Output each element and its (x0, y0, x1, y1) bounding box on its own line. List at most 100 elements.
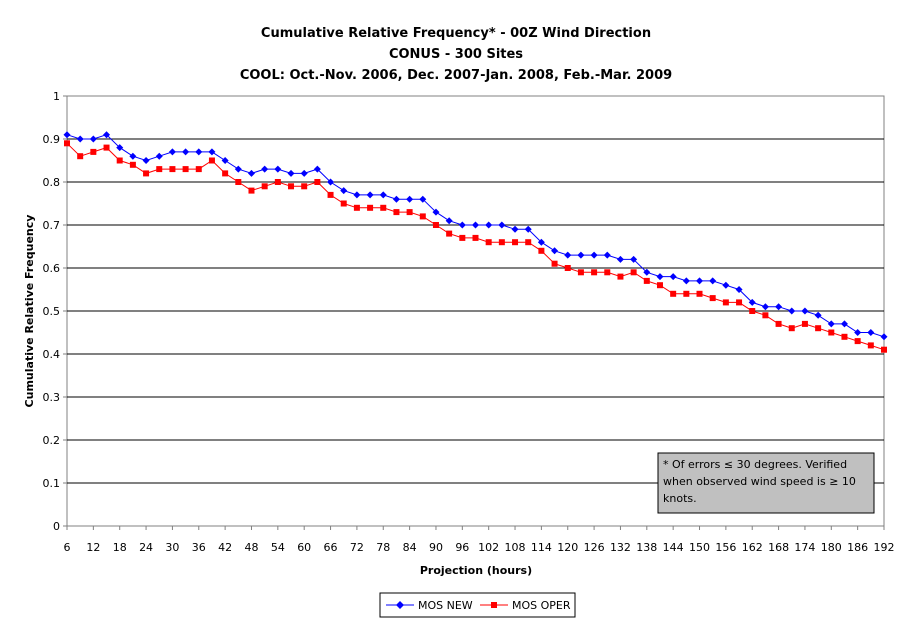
data-point (129, 152, 137, 160)
data-point (603, 251, 611, 259)
data-point (327, 178, 335, 186)
data-point (379, 191, 387, 199)
data-point (221, 157, 229, 164)
data-point (222, 170, 229, 177)
x-tick-label: 120 (557, 541, 578, 554)
data-point (775, 320, 782, 327)
x-tick-label: 132 (610, 541, 631, 554)
data-point (643, 268, 651, 276)
y-axis-label: Cumulative Relative Frequency (23, 215, 36, 408)
legend-marker-mos-oper (491, 602, 497, 608)
data-point (643, 277, 650, 284)
data-point (551, 247, 559, 255)
data-point (406, 209, 413, 216)
data-point (274, 165, 282, 173)
data-point (749, 308, 756, 314)
y-tick-label: 0.4 (43, 348, 61, 361)
data-point (616, 255, 624, 263)
data-point (313, 165, 321, 173)
data-point (446, 230, 453, 237)
series-layer (63, 131, 888, 353)
annotation-line-2: when observed wind speed is ≥ 10 (663, 475, 856, 488)
data-point (274, 179, 281, 185)
data-point (353, 191, 361, 199)
data-point (419, 195, 427, 203)
x-tick-label: 24 (139, 541, 153, 554)
annotation-box: * Of errors ≤ 30 degrees. Verified when … (657, 452, 875, 514)
data-point (788, 307, 796, 315)
y-tick-label: 0 (53, 520, 60, 533)
x-tick-label: 150 (689, 541, 710, 554)
data-point (577, 251, 585, 259)
data-point (288, 183, 295, 190)
x-tick-label: 78 (376, 541, 390, 554)
data-point (498, 239, 505, 246)
y-tick-label: 0.7 (43, 219, 61, 232)
data-point (208, 157, 215, 164)
data-point (353, 204, 360, 211)
data-point (814, 311, 822, 319)
data-point (392, 195, 400, 203)
x-tick-label: 12 (86, 541, 100, 554)
data-point (881, 346, 887, 353)
data-point (564, 251, 572, 259)
data-point (682, 277, 690, 285)
data-point (90, 148, 97, 155)
series-mos-new (63, 131, 888, 341)
data-point (234, 165, 242, 173)
y-tick-label: 0.1 (43, 477, 61, 490)
data-point (498, 221, 506, 229)
chart-title-line-1: Cumulative Relative Frequency* - 00Z Win… (261, 26, 651, 41)
chart-title-line-3: COOL: Oct.-Nov. 2006, Dec. 2007-Jan. 200… (240, 68, 672, 83)
data-point (208, 148, 216, 156)
y-tick-label: 0.8 (43, 176, 61, 189)
data-point (538, 247, 545, 254)
x-tick-label: 42 (218, 541, 232, 554)
x-tick-label: 102 (478, 541, 499, 554)
data-point (380, 204, 387, 211)
x-tick-label: 162 (742, 541, 763, 554)
data-point (564, 265, 571, 271)
x-tick-label: 48 (244, 541, 258, 554)
x-tick-label: 66 (324, 541, 338, 554)
data-point (841, 333, 848, 340)
data-point (366, 191, 374, 199)
data-point (815, 325, 822, 332)
data-point (867, 342, 874, 349)
x-tick-label: 192 (874, 541, 895, 554)
x-tick-label: 138 (636, 541, 657, 554)
data-point (458, 221, 466, 229)
data-point (801, 307, 809, 315)
data-point (472, 221, 479, 229)
data-point (235, 179, 242, 185)
x-tick-label: 168 (768, 541, 789, 554)
y-tick-label: 0.9 (43, 133, 61, 146)
data-point (775, 303, 783, 311)
data-point (762, 312, 769, 319)
x-axis-label: Projection (hours) (420, 564, 532, 577)
data-point (683, 290, 690, 297)
data-point (367, 204, 374, 211)
data-point (591, 269, 598, 276)
legend-label-mos-oper: MOS OPER (512, 599, 571, 612)
data-point (182, 166, 189, 173)
data-point (419, 213, 426, 220)
data-point (828, 329, 835, 336)
data-point (248, 187, 255, 194)
legend-label-mos-new: MOS NEW (418, 599, 473, 612)
data-point (801, 320, 808, 327)
x-tick-label: 90 (429, 541, 443, 554)
data-point (459, 234, 466, 241)
data-point (709, 295, 716, 302)
x-tick-label: 108 (505, 541, 526, 554)
data-point (748, 298, 756, 306)
x-tick-label: 186 (847, 541, 868, 554)
data-point (261, 165, 269, 173)
data-point (76, 135, 84, 143)
x-tick-label: 156 (715, 541, 736, 554)
series-mos-oper (64, 140, 887, 353)
data-point (577, 269, 584, 276)
data-point (155, 152, 163, 160)
data-point (472, 234, 479, 241)
